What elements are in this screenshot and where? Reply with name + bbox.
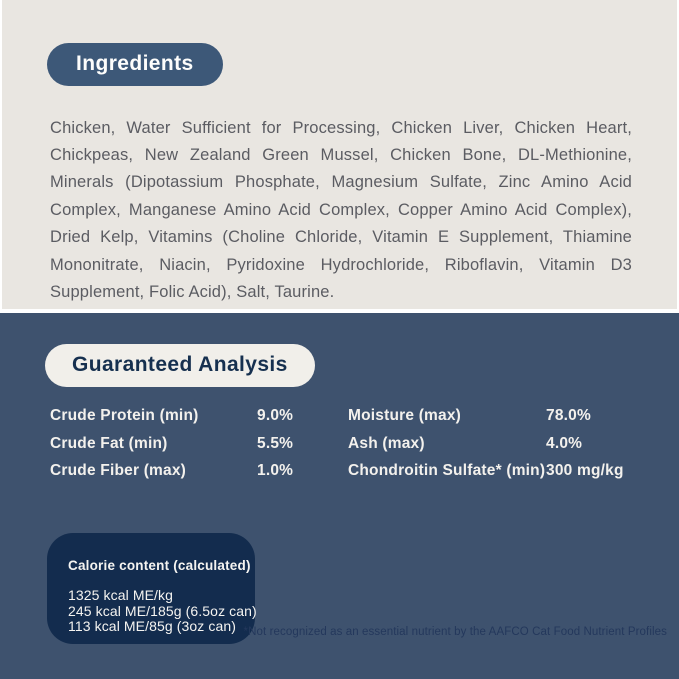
- guaranteed-analysis-section: Guaranteed Analysis Crude Protein (min) …: [0, 313, 679, 679]
- nutrient-label: Moisture (max): [348, 407, 462, 424]
- calorie-line: 245 kcal ME/185g (6.5oz can): [68, 602, 257, 619]
- calorie-line: 1325 kcal ME/kg: [68, 587, 173, 603]
- calorie-content-lines: 1325 kcal ME/kg 245 kcal ME/185g (6.5oz …: [68, 587, 257, 635]
- ingredients-list-text: Chicken, Water Sufficient for Processing…: [50, 118, 632, 301]
- nutrient-value: 300 mg/kg: [546, 462, 624, 479]
- calorie-line: 113 kcal ME/85g (3oz can): [68, 618, 236, 635]
- guaranteed-analysis-heading: Guaranteed Analysis: [72, 353, 288, 376]
- table-row: Crude Fiber (max) 1.0% Chondroitin Sulfa…: [50, 462, 635, 490]
- nutrient-label: Crude Protein (min): [50, 407, 199, 424]
- nutrient-label: Crude Fat (min): [50, 434, 168, 452]
- nutrient-value: 1.0%: [257, 462, 294, 479]
- nutrient-label: Crude Fiber (max): [50, 462, 187, 479]
- nutrient-label: Ash (max): [348, 434, 425, 452]
- ingredients-heading: Ingredients: [76, 52, 194, 75]
- nutrient-value: 9.0%: [257, 407, 294, 424]
- calorie-content-card: Calorie content (calculated) 1325 kcal M…: [47, 533, 257, 644]
- table-row: Crude Fat (min) 5.5% Ash (max) 4.0%: [50, 435, 635, 463]
- ingredients-heading-pill: Ingredients: [47, 43, 223, 86]
- guaranteed-analysis-table: Crude Protein (min) 9.0% Moisture (max) …: [50, 407, 635, 490]
- nutrient-value: 4.0%: [546, 434, 583, 452]
- nutrient-label: Chondroitin Sulfate* (min): [348, 462, 546, 479]
- nutrient-value: 5.5%: [257, 434, 294, 452]
- ingredients-section: Ingredients Chicken, Water Sufficient fo…: [2, 0, 677, 309]
- calorie-content-title: Calorie content (calculated): [68, 558, 251, 573]
- guaranteed-analysis-heading-pill: Guaranteed Analysis: [45, 344, 315, 387]
- nutrient-value: 78.0%: [546, 407, 591, 424]
- table-row: Crude Protein (min) 9.0% Moisture (max) …: [50, 407, 635, 435]
- aafco-footnote: *Not recognized as an essential nutrient…: [243, 626, 667, 638]
